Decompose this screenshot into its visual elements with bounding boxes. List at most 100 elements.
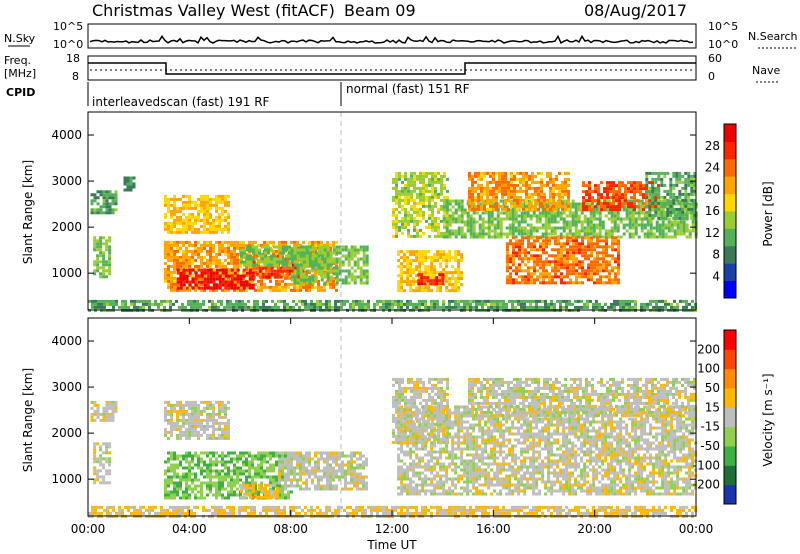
power-cell xyxy=(305,254,309,258)
power-cell xyxy=(469,232,473,236)
velocity-cell xyxy=(170,409,173,413)
power-cell xyxy=(608,245,611,249)
power-cell xyxy=(394,299,397,303)
power-cell xyxy=(582,205,585,209)
power-cell xyxy=(164,276,167,280)
power-cell xyxy=(540,195,543,199)
power-cell xyxy=(593,245,596,249)
power-cell xyxy=(362,272,366,276)
power-cell xyxy=(212,249,215,253)
power-cell xyxy=(129,185,133,189)
power-cell xyxy=(608,281,611,285)
power-cell xyxy=(215,227,218,231)
velocity-region-1 xyxy=(93,442,112,485)
power-cell xyxy=(323,285,326,289)
power-cell xyxy=(305,269,309,273)
power-cell xyxy=(260,252,263,256)
power-cell xyxy=(302,266,306,270)
power-cell xyxy=(517,232,521,236)
power-cell xyxy=(182,218,185,222)
power-cell xyxy=(276,269,280,273)
velocity-cell xyxy=(99,445,103,449)
power-cell xyxy=(574,220,578,224)
power-cell xyxy=(654,207,658,211)
velocity-cell xyxy=(108,412,112,416)
power-cell xyxy=(602,257,605,261)
power-cell xyxy=(551,278,554,282)
power-cell xyxy=(254,282,257,286)
power-cell xyxy=(203,206,206,210)
power-cell xyxy=(328,302,331,306)
power-cell xyxy=(293,269,297,273)
power-cell xyxy=(182,274,186,278)
power-cell xyxy=(167,282,170,286)
power-cell xyxy=(308,245,312,249)
power-cell xyxy=(477,198,480,202)
power-cell xyxy=(418,299,421,303)
power-cell xyxy=(549,192,552,196)
power-cell xyxy=(580,226,584,230)
power-cell xyxy=(266,240,269,244)
power-cell xyxy=(170,227,173,231)
power-cell xyxy=(498,177,501,181)
power-cell xyxy=(245,283,249,287)
power-cell xyxy=(182,249,185,253)
power-cell xyxy=(112,302,115,306)
power-cell xyxy=(445,229,449,233)
power-cell xyxy=(556,220,560,224)
power-cell xyxy=(170,197,173,201)
power-cell xyxy=(682,229,686,233)
power-cell xyxy=(253,302,256,306)
power-cell xyxy=(406,262,410,266)
power-cell xyxy=(582,190,585,194)
power-cell xyxy=(687,207,691,211)
power-cell xyxy=(305,281,309,285)
power-cell xyxy=(173,203,176,207)
power-cell xyxy=(173,264,176,268)
power-cell xyxy=(291,263,295,267)
nave-label: Nave xyxy=(752,64,780,77)
power-cell xyxy=(428,195,431,199)
power-cell xyxy=(276,260,279,264)
power-cell xyxy=(123,176,127,180)
power-cell xyxy=(564,204,567,208)
power-cell xyxy=(300,251,303,255)
power-cell xyxy=(522,183,525,187)
power-cell xyxy=(209,224,212,228)
power-cell xyxy=(275,288,278,292)
power-cell xyxy=(416,234,419,238)
power-cell xyxy=(527,272,530,276)
power-cell xyxy=(317,240,320,244)
power-cell xyxy=(560,248,563,252)
power-cell xyxy=(585,184,588,188)
power-cell xyxy=(182,227,185,231)
power-cell xyxy=(454,208,458,212)
power-cell xyxy=(385,305,388,309)
power-cell xyxy=(586,226,590,230)
power-cell xyxy=(495,195,498,199)
power-cell xyxy=(227,203,230,207)
power-cell xyxy=(302,275,306,279)
power-cell xyxy=(515,242,518,246)
power-cell xyxy=(105,263,109,267)
power-cell xyxy=(624,202,627,206)
power-cell xyxy=(269,246,272,250)
power-cell xyxy=(401,198,404,202)
power-cell xyxy=(684,183,688,187)
power-cell xyxy=(517,229,521,233)
power-cell xyxy=(535,217,539,221)
power-cell xyxy=(592,226,596,230)
power-cell xyxy=(167,227,170,231)
power-cell xyxy=(185,288,188,292)
power-cell xyxy=(611,281,614,285)
power-cell xyxy=(173,240,176,244)
velocity-cell xyxy=(105,457,109,461)
power-cell xyxy=(633,208,636,212)
power-cell xyxy=(622,217,626,221)
power-cell xyxy=(564,171,567,175)
power-cell xyxy=(359,248,363,252)
power-cell xyxy=(288,266,292,270)
power-cell xyxy=(212,230,215,234)
power-cell xyxy=(540,189,543,193)
power-cell xyxy=(463,220,467,224)
